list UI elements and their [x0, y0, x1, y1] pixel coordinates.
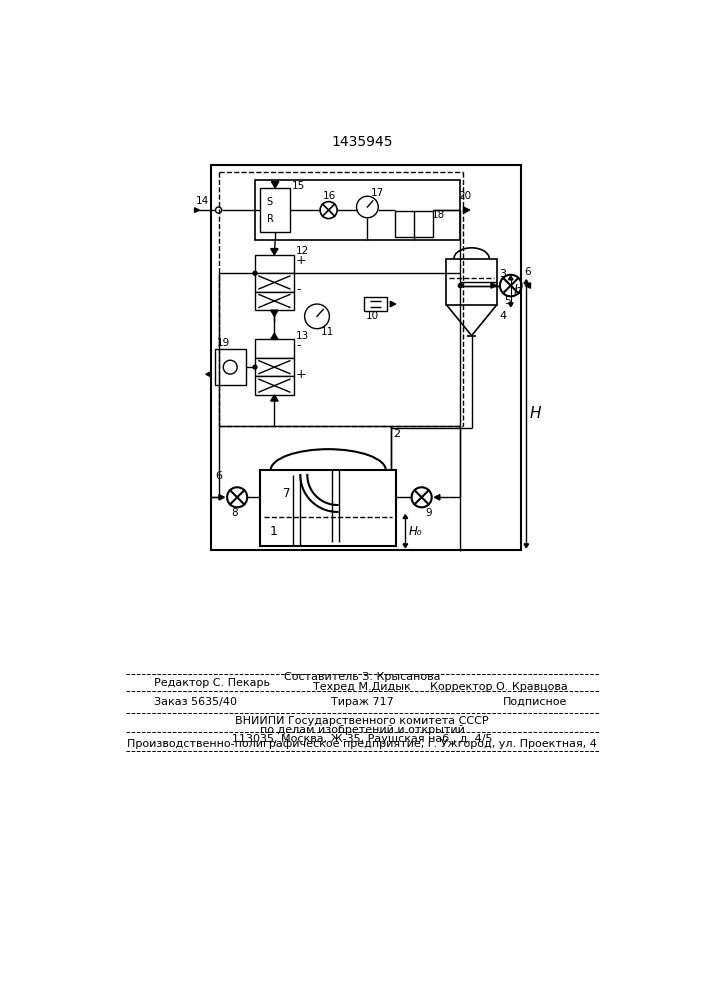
Bar	[211, 165, 521, 550]
Polygon shape	[206, 372, 211, 377]
Bar	[255, 273, 293, 292]
Text: h: h	[514, 284, 522, 297]
Text: R: R	[267, 214, 274, 224]
Text: 18: 18	[432, 210, 445, 220]
Polygon shape	[524, 280, 529, 284]
Polygon shape	[434, 495, 440, 500]
Text: 19: 19	[217, 338, 230, 348]
Text: 7: 7	[284, 487, 291, 500]
Text: 113035, Москва, Ж-35, Раушская наб., д. 4/5: 113035, Москва, Ж-35, Раушская наб., д. …	[232, 734, 492, 744]
Polygon shape	[271, 310, 278, 316]
Polygon shape	[508, 303, 513, 307]
Bar	[255, 339, 293, 358]
Text: S: S	[267, 197, 273, 207]
Text: 1435945: 1435945	[331, 135, 392, 149]
Text: 1: 1	[270, 525, 278, 538]
Bar	[255, 292, 293, 310]
Bar	[215, 349, 246, 385]
Text: 12: 12	[296, 246, 310, 256]
Circle shape	[458, 284, 462, 287]
Bar	[255, 358, 293, 376]
Bar	[260, 470, 396, 546]
Polygon shape	[464, 207, 469, 213]
Text: Корректор О. Кравцова: Корректор О. Кравцова	[430, 682, 567, 692]
Text: +: +	[296, 368, 307, 381]
Text: 8: 8	[231, 508, 238, 518]
Polygon shape	[403, 515, 408, 518]
Text: 11: 11	[321, 327, 334, 337]
Polygon shape	[524, 544, 529, 548]
Text: 16: 16	[322, 191, 336, 201]
Polygon shape	[271, 395, 278, 401]
Bar	[255, 180, 460, 240]
Text: 14: 14	[195, 196, 209, 206]
Bar	[260, 188, 290, 232]
Text: Производственно-полиграфическое предприятие, г. Ужгород, ул. Проектная, 4: Производственно-полиграфическое предприя…	[127, 739, 597, 749]
Text: 17: 17	[371, 188, 385, 198]
Text: Заказ 5635/40: Заказ 5635/40	[154, 697, 238, 707]
Bar	[255, 376, 293, 395]
Bar	[395, 211, 433, 237]
Text: 10: 10	[366, 311, 379, 321]
Text: +: +	[296, 254, 307, 267]
Text: по делам изобретений и открытий: по делам изобретений и открытий	[259, 725, 464, 735]
Text: Подписное: Подписное	[503, 697, 567, 707]
Polygon shape	[403, 544, 408, 548]
Polygon shape	[491, 283, 496, 288]
Polygon shape	[271, 249, 278, 255]
Polygon shape	[508, 276, 513, 280]
Bar	[446, 259, 497, 305]
Text: H₀: H₀	[409, 525, 422, 538]
Text: -: -	[296, 339, 300, 352]
Text: ВНИИПИ Государственного комитета СССР: ВНИИПИ Государственного комитета СССР	[235, 716, 489, 726]
Text: 6: 6	[216, 471, 223, 481]
Text: 6: 6	[525, 267, 532, 277]
Polygon shape	[271, 182, 279, 188]
Text: 4: 4	[499, 311, 506, 321]
Text: 13: 13	[296, 331, 310, 341]
Text: 2: 2	[393, 429, 400, 439]
Polygon shape	[390, 301, 396, 307]
Text: 15: 15	[291, 181, 305, 191]
Polygon shape	[271, 333, 278, 339]
Bar	[255, 255, 293, 273]
Polygon shape	[525, 283, 530, 288]
Text: Тираж 717: Тираж 717	[331, 697, 393, 707]
Text: 5: 5	[505, 296, 511, 306]
Text: 9: 9	[426, 508, 432, 518]
Polygon shape	[219, 495, 224, 500]
Bar	[363, 297, 387, 311]
Text: H: H	[530, 406, 541, 421]
Text: Редактор С. Пекарь: Редактор С. Пекарь	[154, 678, 270, 688]
Text: -: -	[296, 283, 300, 296]
Text: Техред М.Дидык: Техред М.Дидык	[313, 682, 411, 692]
Text: Составитель З. Крысанова: Составитель З. Крысанова	[284, 672, 440, 682]
Polygon shape	[194, 208, 199, 212]
Circle shape	[253, 365, 257, 369]
Text: 3: 3	[499, 269, 506, 279]
Text: 20: 20	[458, 191, 471, 201]
Circle shape	[253, 271, 257, 275]
Circle shape	[458, 284, 462, 287]
